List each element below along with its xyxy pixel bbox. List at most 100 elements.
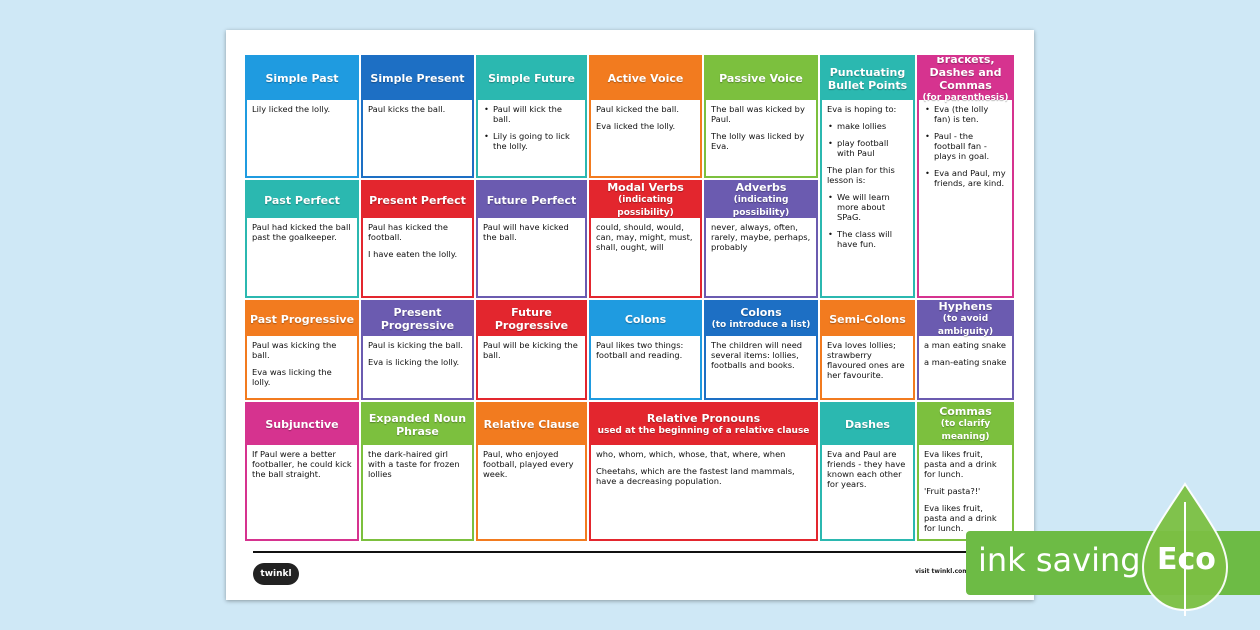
card: Past Perfect Paul had kicked the ball pas… [245, 180, 359, 298]
card-subtitle: (indicating possibility) [617, 194, 674, 218]
footer-rule [253, 551, 1001, 553]
card-title: Expanded Noun Phrase [368, 411, 467, 438]
card-body: Eva (the lolly fan) is ten. Paul - the fo… [919, 100, 1012, 199]
example-text: If Paul were a better footballer, he cou… [252, 449, 352, 479]
card-header: Past Perfect [247, 182, 357, 218]
card-header: Simple Future [478, 57, 585, 100]
card-body: Paul has kicked the football. I have eate… [363, 218, 472, 270]
card-body: Paul kicks the ball. [363, 100, 472, 125]
example-text: Paul is kicking the ball. [368, 340, 463, 350]
card-title: Colons [740, 306, 782, 319]
card: Adverbs (indicating possibility) never, al… [704, 180, 818, 298]
card-header: Relative Pronouns used at the beginning o… [591, 404, 816, 445]
card: Brackets, Dashes and Commas (for parenthe… [917, 55, 1014, 298]
card-header: Passive Voice [706, 57, 816, 100]
card-header: Simple Present [363, 57, 472, 100]
card-title: Semi-Colons [829, 312, 906, 326]
card-title: Commas [939, 405, 992, 418]
card-header: Expanded Noun Phrase [363, 404, 472, 445]
card-title: Dashes [845, 418, 890, 431]
card-header: Present Perfect [363, 182, 472, 218]
example-text: Paul kicked the ball. [596, 104, 679, 114]
card-header: Modal Verbs (indicating possibility) [591, 182, 700, 218]
card-header: Dashes [822, 404, 913, 445]
card: Simple Past Lily licked the lolly. [245, 55, 359, 178]
card-subtitle: used at the beginning of a relative clau… [597, 425, 810, 436]
card: Dashes Eva and Paul are friends - they ha… [820, 402, 915, 541]
card: Commas (to clarify meaning) Eva likes frui… [917, 402, 1014, 541]
card-header: Relative Clause [478, 404, 585, 445]
card-subtitle: (indicating possibility) [732, 194, 790, 218]
card-header: Future Progressive [478, 302, 585, 336]
logo: twinkl [253, 563, 299, 585]
card: Future Progressive Paul will be kicking t… [476, 300, 587, 400]
card-title: Colons [624, 312, 667, 326]
leaf-icon [1141, 482, 1229, 616]
example-text: Eva and Paul are friends - they have kno… [827, 449, 906, 489]
card-body: Paul was kicking the ball. Eva was lickin… [247, 336, 357, 398]
card-body: Lily licked the lolly. [247, 100, 357, 125]
card: Colons Paul likes two things: football an… [589, 300, 702, 400]
example-text: Paul, who enjoyed football, played every… [483, 449, 574, 479]
card: Hyphens (to avoid ambiguity) a man eating … [917, 300, 1014, 400]
card-body: Eva is hoping to: make lollies play footba… [822, 100, 913, 260]
example-text: Paul likes two things: football and read… [596, 340, 684, 360]
bullet-item: Lily is going to lick the lolly. [483, 131, 580, 151]
example-text: Paul kicks the ball. [368, 104, 446, 114]
card-title: Passive Voice [719, 72, 803, 85]
card-title: Modal Verbs [607, 180, 684, 194]
card-title: Past Progressive [249, 312, 355, 326]
card-body: a man eating snake a man-eating snake [919, 336, 1012, 378]
card-title: Subjunctive [265, 418, 339, 431]
card: Relative Pronouns used at the beginning o… [589, 402, 818, 541]
card: Present Perfect Paul has kicked the footb… [361, 180, 474, 298]
bullet-item: make lollies [827, 121, 908, 131]
card-subtitle: (to avoid ambiguity) [937, 313, 994, 337]
card-body: If Paul were a better footballer, he cou… [247, 445, 357, 490]
card: Expanded Noun Phrase the dark-haired girl… [361, 402, 474, 541]
example-text: who, whom, which, whose, that, where, wh… [596, 449, 786, 459]
card-subtitle: (to clarify meaning) [940, 419, 991, 442]
card-body: Paul will have kicked the ball. [478, 218, 585, 253]
card: Colons (to introduce a list) The children … [704, 300, 818, 400]
site-link: visit twinkl.com [915, 568, 969, 575]
bullet-item: Eva (the lolly fan) is ten. [924, 104, 1007, 124]
example-text: Paul was kicking the ball. [252, 340, 337, 360]
example-text: Lily licked the lolly. [252, 104, 331, 114]
card: Passive Voice The ball was kicked by Paul… [704, 55, 818, 178]
card: Semi-Colons Eva loves lollies; strawberry… [820, 300, 915, 400]
example-text: a man eating snake [924, 340, 1006, 350]
bullet-item: Eva and Paul, my friends, are kind. [924, 168, 1007, 188]
example-text: Eva licked the lolly. [596, 121, 676, 131]
card-header: Subjunctive [247, 404, 357, 445]
card-header: Colons [591, 302, 700, 336]
example-text: I have eaten the lolly. [368, 249, 458, 259]
card-body: Paul, who enjoyed football, played every… [478, 445, 585, 490]
card-body: The children will need several items: lo… [706, 336, 816, 381]
card-body: Eva loves lollies; strawberry flavoured … [822, 336, 913, 391]
card-title: Future Perfect [486, 193, 577, 207]
card-title: Relative Clause [483, 418, 580, 431]
card-title: Relative Pronouns [646, 411, 761, 425]
card-header: Active Voice [591, 57, 700, 100]
example-text: Paul will be kicking the ball. [483, 340, 578, 360]
card-body: Paul kicked the ball. Eva licked the loll… [591, 100, 700, 142]
card-subtitle: (to introduce a list) [711, 320, 811, 330]
card-body: Paul likes two things: football and read… [591, 336, 700, 371]
card-title: Simple Past [265, 72, 339, 85]
example-text: The lolly was licked by Eva. [711, 131, 805, 151]
bullet-item: Paul will kick the ball. [483, 104, 580, 124]
card-body: The ball was kicked by Paul. The lolly wa… [706, 100, 816, 162]
bullet-item: The class will have fun. [827, 229, 908, 249]
card-body: Eva likes fruit, pasta and a drink for l… [919, 445, 1012, 539]
example-text: a man-eating snake [924, 357, 1007, 367]
badge-text: ink saving [978, 541, 1141, 579]
card-title: Brackets, Dashes and Commas [929, 55, 1002, 92]
card-body: the dark-haired girl with a taste for fr… [363, 445, 472, 490]
card-body: Paul will be kicking the ball. [478, 336, 585, 371]
card-body: could, should, would, can, may, might, m… [591, 218, 700, 263]
card-header: Simple Past [247, 57, 357, 100]
card-header: Adverbs (indicating possibility) [706, 182, 816, 218]
example-text: Eva likes fruit, pasta and a drink for l… [924, 503, 997, 533]
card-header: Future Perfect [478, 182, 585, 218]
